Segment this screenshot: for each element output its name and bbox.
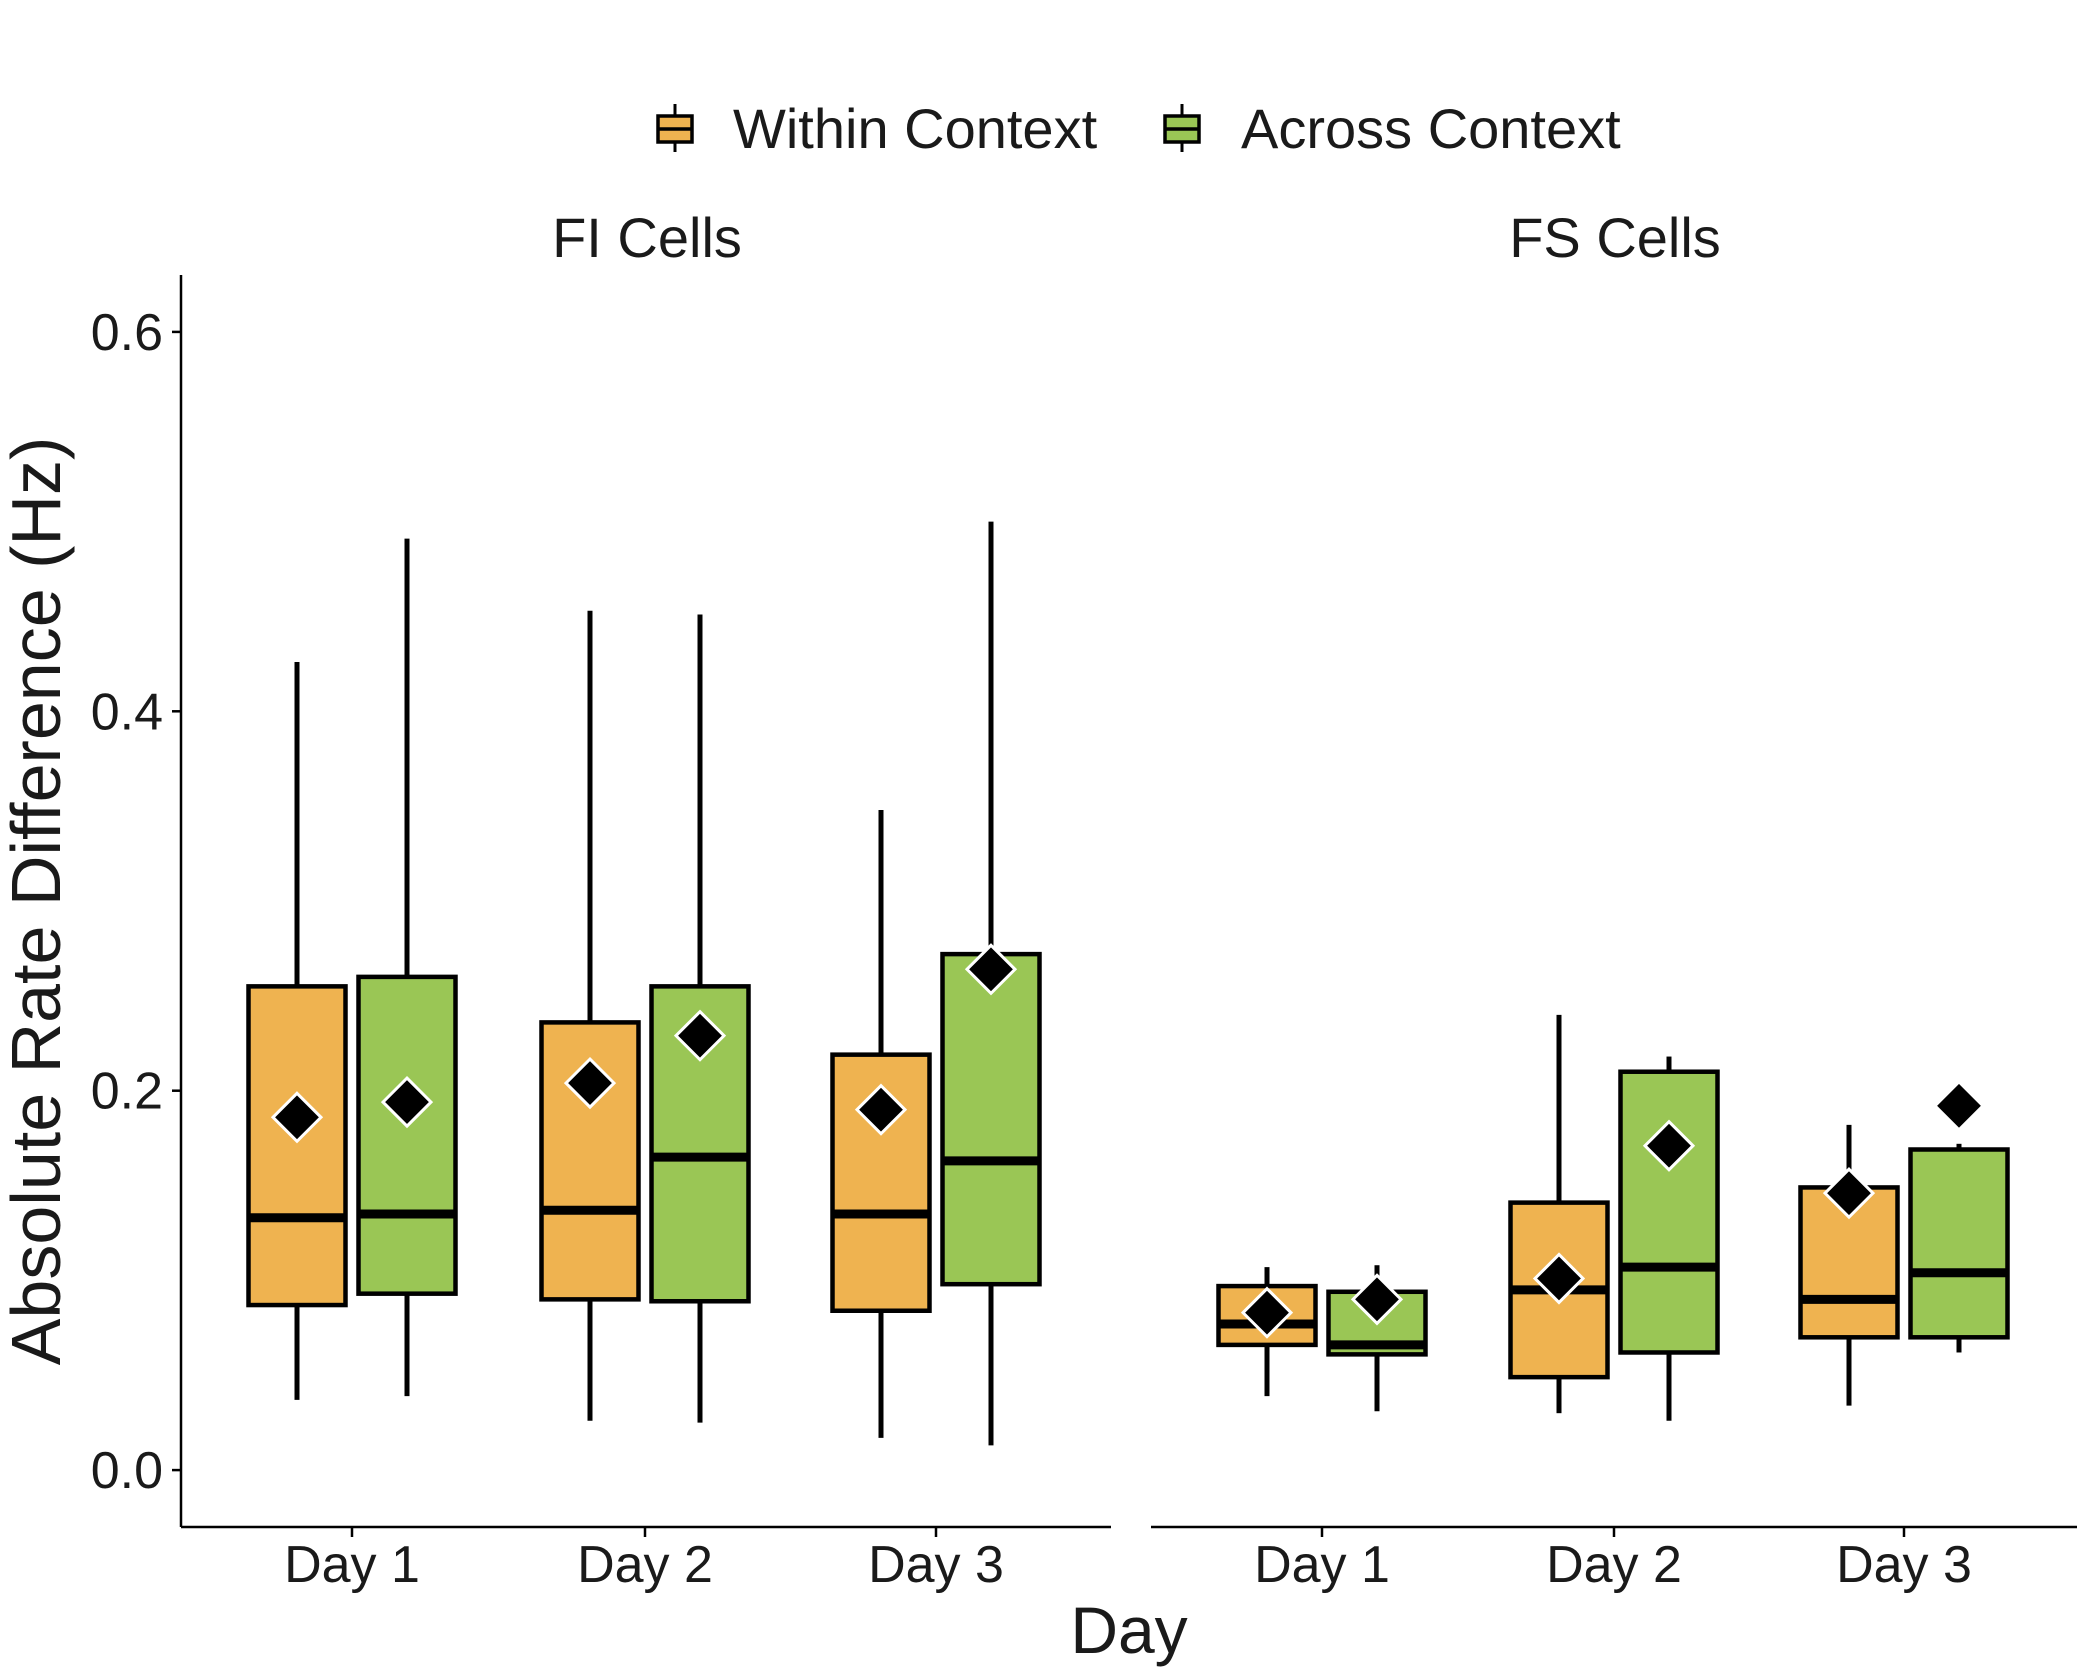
panel-1: FI Cells Day 1 Day 2 Day 3 <box>181 206 1111 1594</box>
y-axis-title: Absolute Rate Difference (Hz) <box>0 437 75 1366</box>
panel-title: FI Cells <box>552 206 742 269</box>
legend: Within Context Across Context <box>656 97 1621 160</box>
mean-marker <box>270 1091 324 1144</box>
box-body <box>940 951 1042 1287</box>
box <box>1618 1056 1720 1421</box>
box <box>539 610 641 1421</box>
box <box>1326 1265 1428 1412</box>
y-tick-label: 0.6 <box>91 304 163 362</box>
box <box>246 661 348 1400</box>
box <box>1508 1014 1610 1414</box>
box <box>1908 1079 2010 1353</box>
mean-marker <box>1532 1252 1586 1305</box>
y-axis: 0.0 0.2 0.4 0.6 <box>91 275 183 1527</box>
x-tick-label: Day 1 <box>284 1536 420 1594</box>
mean-marker <box>673 1009 727 1062</box>
mean-marker <box>1822 1167 1876 1220</box>
y-tick-label: 0.2 <box>91 1063 163 1121</box>
mean-marker <box>563 1056 617 1110</box>
mean-marker <box>964 943 1018 996</box>
x-tick-label: Day 2 <box>577 1536 713 1594</box>
box <box>940 521 1042 1446</box>
y-tick-label: 0.4 <box>91 683 163 741</box>
box <box>356 538 458 1397</box>
x-tick-label: Day 1 <box>1254 1536 1390 1594</box>
legend-label: Within Context <box>733 97 1098 160</box>
y-tick-label: 0.0 <box>91 1442 163 1500</box>
box-body <box>1618 1069 1720 1355</box>
box-body <box>356 974 458 1296</box>
mean-marker <box>854 1083 908 1136</box>
panel-2: FS Cells Day 1 Day 2 Day 3 <box>1151 206 2077 1594</box>
x-tick-label: Day 3 <box>868 1536 1004 1594</box>
box <box>649 614 751 1423</box>
x-tick-label: Day 3 <box>1836 1536 1972 1594</box>
mean-marker <box>1642 1119 1696 1172</box>
box-body <box>246 984 348 1308</box>
mean-marker <box>1350 1273 1404 1326</box>
mean-marker <box>1240 1286 1294 1339</box>
legend-label: Across Context <box>1241 97 1621 160</box>
legend-item: Across Context <box>1163 97 1621 160</box>
mean-marker <box>1932 1079 1986 1132</box>
box <box>1798 1124 1900 1406</box>
box <box>830 809 932 1438</box>
box <box>1216 1267 1318 1397</box>
x-axis-title: Day <box>1070 1593 1187 1667</box>
x-tick-label: Day 2 <box>1546 1536 1682 1594</box>
box-body <box>1908 1147 2010 1340</box>
panel-title: FS Cells <box>1509 206 1721 269</box>
mean-marker <box>380 1075 434 1129</box>
legend-item: Within Context <box>656 97 1098 160</box>
